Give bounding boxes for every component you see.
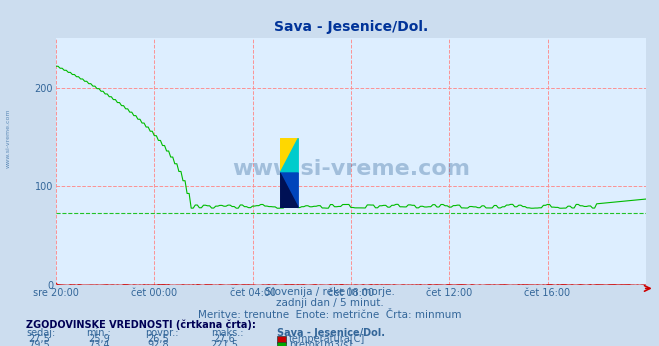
Text: povpr.:: povpr.: [145,328,179,338]
Text: 26,5: 26,5 [147,334,169,344]
Text: 27,5: 27,5 [28,334,51,344]
Text: pretok[m3/s]: pretok[m3/s] [289,340,352,346]
Text: 25,9: 25,9 [88,334,110,344]
Text: 79,5: 79,5 [28,340,51,346]
Text: Meritve: trenutne  Enote: metrične  Črta: minmum: Meritve: trenutne Enote: metrične Črta: … [198,310,461,320]
Text: temperatura[C]: temperatura[C] [289,334,365,344]
Polygon shape [280,173,298,208]
Text: 27,6: 27,6 [213,334,235,344]
Text: Sava - Jesenice/Dol.: Sava - Jesenice/Dol. [277,328,385,338]
Text: ZGODOVINSKE VREDNOSTI (črtkana črta):: ZGODOVINSKE VREDNOSTI (črtkana črta): [26,319,256,330]
Text: sedaj:: sedaj: [26,328,55,338]
Polygon shape [280,173,298,208]
Text: 92,8: 92,8 [148,340,169,346]
Title: Sava - Jesenice/Dol.: Sava - Jesenice/Dol. [273,20,428,34]
Text: min.:: min.: [86,328,111,338]
Text: Slovenija / reke in morje.: Slovenija / reke in morje. [264,287,395,297]
Text: www.si-vreme.com: www.si-vreme.com [5,109,11,168]
Text: www.si-vreme.com: www.si-vreme.com [232,159,470,179]
Polygon shape [280,138,298,173]
Text: 221,5: 221,5 [210,340,238,346]
Text: maks.:: maks.: [211,328,243,338]
Polygon shape [280,138,298,173]
Text: 73,4: 73,4 [88,340,109,346]
Text: zadnji dan / 5 minut.: zadnji dan / 5 minut. [275,298,384,308]
